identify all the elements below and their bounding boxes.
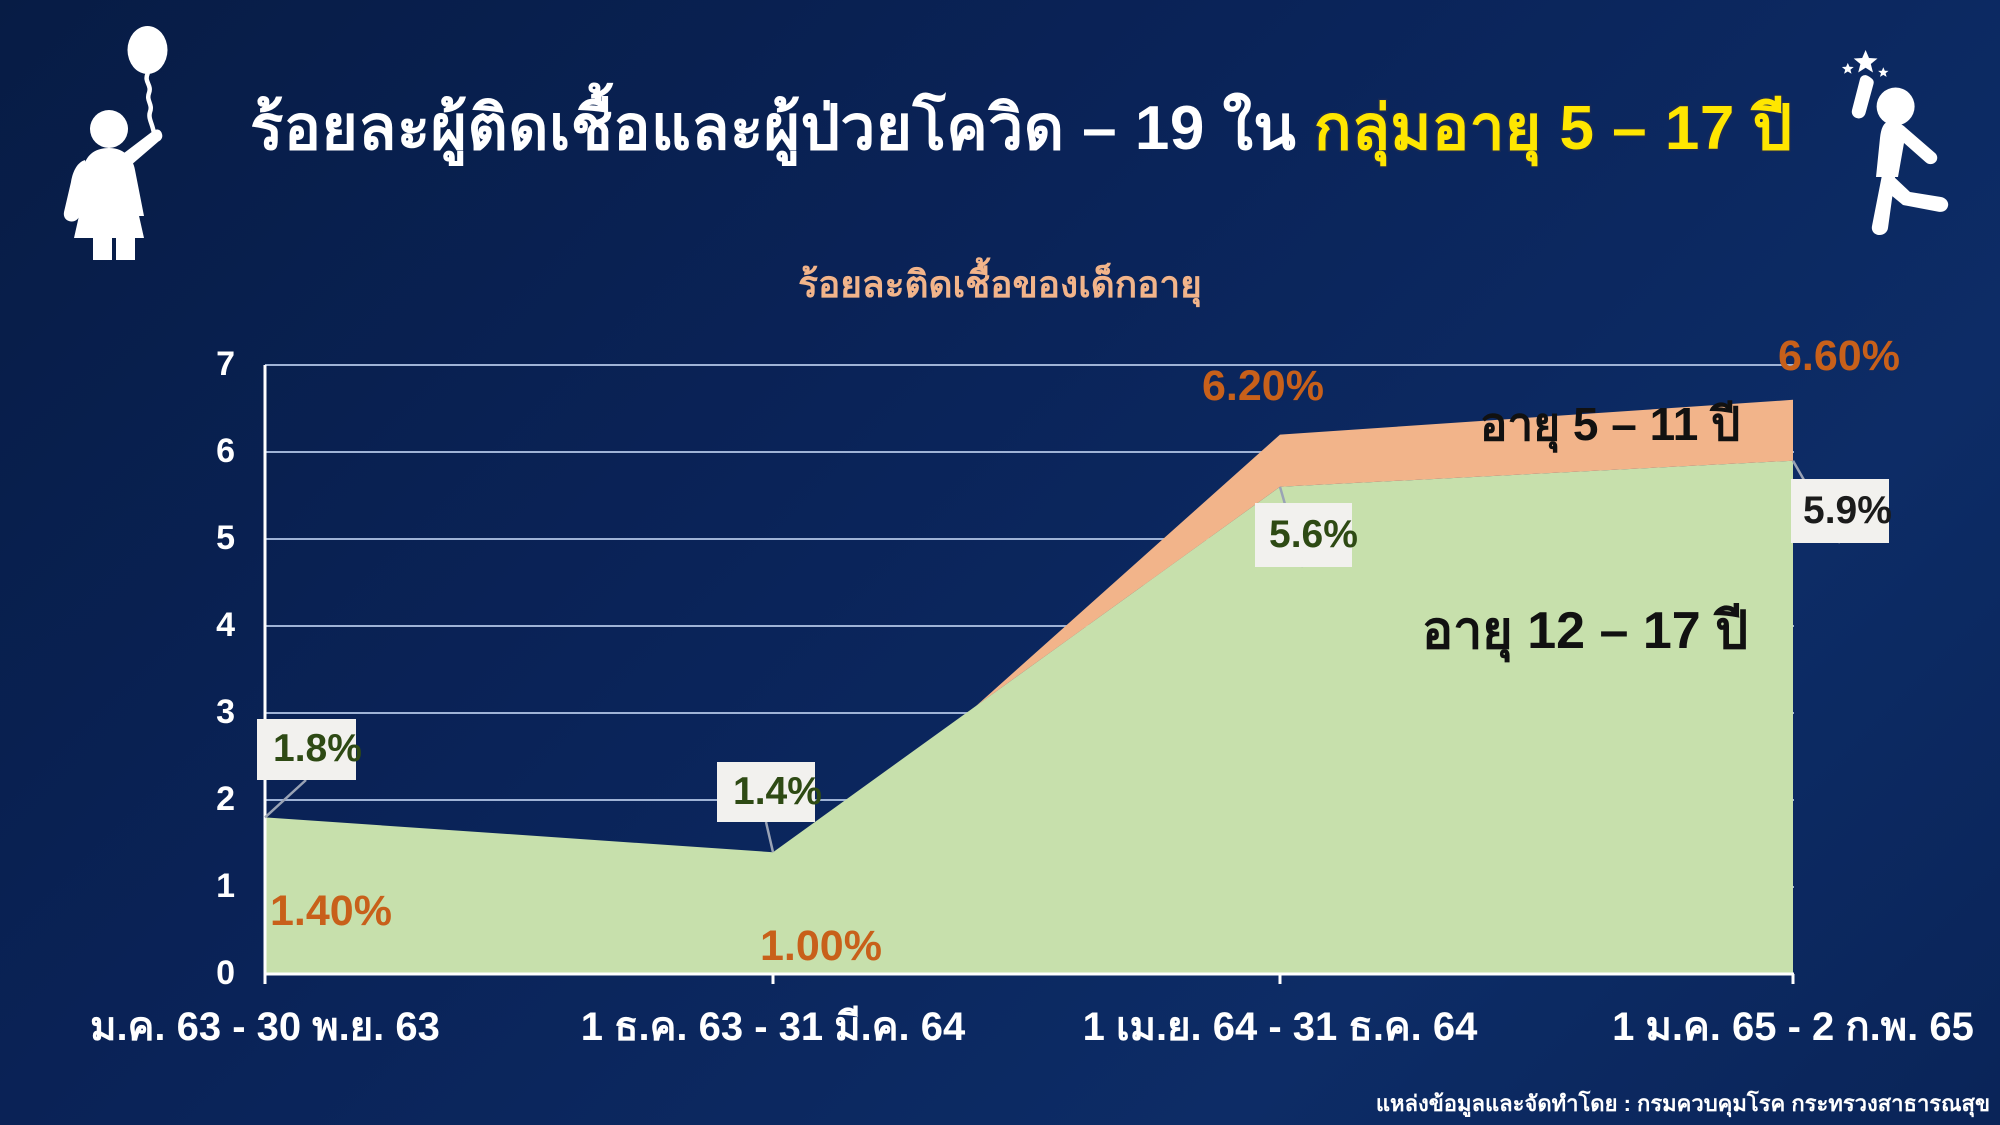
- svg-text:7: 7: [216, 345, 235, 383]
- svg-text:1.4%: 1.4%: [733, 770, 822, 813]
- svg-text:1 ม.ค. 65 - 2 ก.พ. 65: 1 ม.ค. 65 - 2 ก.พ. 65: [1612, 1005, 1974, 1049]
- svg-text:1: 1: [216, 867, 235, 905]
- svg-text:6.60%: 6.60%: [1778, 340, 1900, 380]
- svg-text:อายุ 12 – 17 ปี: อายุ 12 – 17 ปี: [1422, 602, 1748, 663]
- svg-text:อายุ 5 – 11 ปี: อายุ 5 – 11 ปี: [1480, 398, 1741, 453]
- svg-text:1 เม.ย. 64 - 31 ธ.ค. 64: 1 เม.ย. 64 - 31 ธ.ค. 64: [1083, 1005, 1479, 1049]
- svg-text:4: 4: [216, 606, 235, 644]
- svg-text:ม.ค. 63 - 30 พ.ย. 63: ม.ค. 63 - 30 พ.ย. 63: [90, 1005, 440, 1049]
- svg-text:1.40%: 1.40%: [270, 887, 392, 935]
- svg-text:6.20%: 6.20%: [1202, 362, 1324, 410]
- svg-text:1.8%: 1.8%: [273, 727, 362, 770]
- svg-text:5.6%: 5.6%: [1269, 513, 1358, 556]
- svg-text:2: 2: [216, 780, 235, 818]
- svg-text:3: 3: [216, 693, 235, 731]
- svg-text:6: 6: [216, 432, 235, 470]
- svg-text:1 ธ.ค. 63 - 31 มี.ค. 64: 1 ธ.ค. 63 - 31 มี.ค. 64: [581, 1005, 966, 1049]
- svg-text:0: 0: [216, 954, 235, 992]
- svg-text:5.9%: 5.9%: [1803, 489, 1892, 532]
- svg-text:5: 5: [216, 519, 235, 557]
- svg-text:1.00%: 1.00%: [760, 922, 882, 970]
